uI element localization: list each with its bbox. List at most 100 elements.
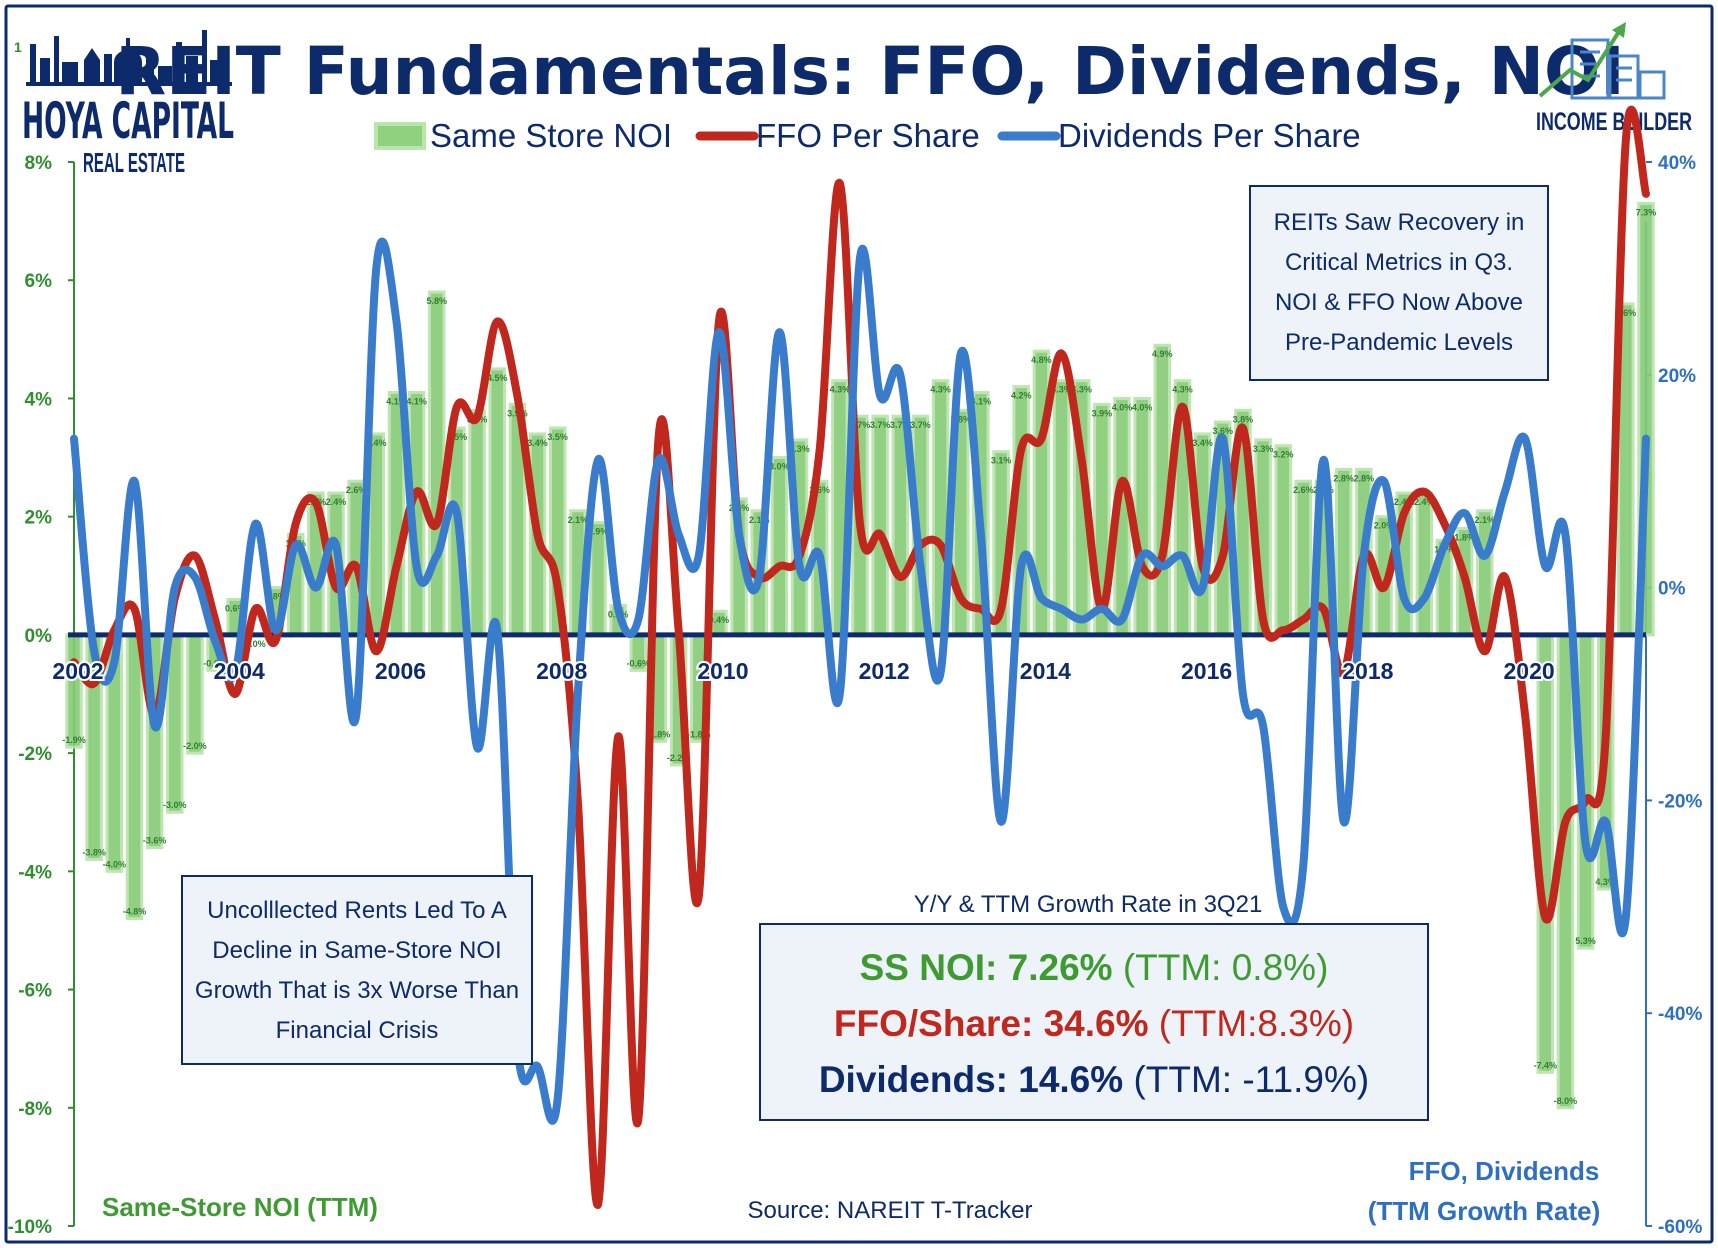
- x-tick-label: 2020: [1503, 658, 1554, 684]
- right-axis-title-line2: (TTM Growth Rate): [1368, 1196, 1601, 1226]
- source-note: Source: NAREIT T-Tracker: [748, 1197, 1033, 1224]
- noi-bar-data-label: 3.4%: [366, 438, 387, 448]
- right-axis-tick-label: -40%: [1658, 1004, 1702, 1025]
- noi-bar-data-label: -3.8%: [82, 848, 106, 858]
- dividends-per-share-line: [70, 237, 1650, 1125]
- noi-bar: [1334, 467, 1353, 637]
- noi-bar: [468, 408, 486, 637]
- right-axis-tick-label: -60%: [1658, 1217, 1702, 1238]
- logo-right-text: INCOME BUILDER: [1536, 108, 1692, 136]
- annotation-bottom-left-line: Uncolllected Rents Led To A: [207, 897, 507, 924]
- x-tick-label: 2018: [1342, 658, 1393, 684]
- noi-bar-data-label: 3.7%: [870, 420, 891, 430]
- noi-bar-data-label: 0.0%: [245, 639, 266, 649]
- legend-swatch-noi: [374, 122, 426, 150]
- noi-bar-data-label: 0.8%: [265, 592, 286, 602]
- legend-label-ffo: FFO Per Share: [756, 117, 980, 154]
- growth-noi-rest: (TTM: 0.8%): [1113, 947, 1329, 988]
- annotation-top-right-line: Pre-Pandemic Levels: [1285, 329, 1513, 356]
- noi-bar: [186, 633, 204, 755]
- noi-bar-data-label: -8.0%: [1554, 1096, 1578, 1106]
- ffo-per-share-line: [70, 105, 1650, 1209]
- growth-ffo-rest: (TTM:8.3%): [1149, 1003, 1355, 1044]
- x-tick-label: 2012: [859, 658, 910, 684]
- noi-bar-data-label: 3.0%: [769, 462, 790, 472]
- noi-bar-data-label: 3.7%: [850, 420, 871, 430]
- noi-bar-data-label: 4.3%: [1595, 877, 1616, 887]
- left-axis-title: Same-Store NOI (TTM): [102, 1192, 378, 1222]
- noi-bar-data-label: 3.3%: [1253, 444, 1274, 454]
- noi-bar-data-label: 2.8%: [1354, 473, 1375, 483]
- noi-bar-data-label: 0.6%: [225, 603, 246, 613]
- right-axis-tick-label: -20%: [1658, 791, 1702, 812]
- annotation-top-right: REITs Saw Recovery in Critical Metrics i…: [1249, 185, 1549, 381]
- noi-bar-data-label: 3.8%: [1233, 414, 1254, 424]
- noi-bar-data-label: 3.3%: [789, 444, 810, 454]
- noi-bar-data-label: 2.0%: [1374, 521, 1395, 531]
- left-axis-tick-label: -8%: [18, 1099, 52, 1120]
- growth-line-ffo: FFO/Share: 34.6% (TTM:8.3%): [834, 1003, 1354, 1044]
- noi-bar-data-label: 4.1%: [386, 397, 407, 407]
- annotation-top-right-box: [1249, 185, 1549, 381]
- noi-bar-data-label: 2.1%: [568, 515, 589, 525]
- x-tick-label: 2008: [536, 658, 587, 684]
- noi-bar-data-label: 4.3%: [930, 385, 951, 395]
- growth-arrow-icon: [1538, 28, 1622, 98]
- noi-bar-data-label: 3.2%: [1273, 450, 1294, 460]
- noi-bar: [589, 521, 607, 637]
- left-axis-tick-label: 2%: [25, 508, 53, 529]
- noi-bar-data-label: 4.3%: [830, 385, 851, 395]
- left-axis-tick-label: -6%: [18, 981, 52, 1002]
- left-axis-tick-label: 0%: [25, 626, 53, 647]
- left-axis-tick-label: -4%: [18, 862, 52, 883]
- noi-bar: [125, 633, 144, 921]
- left-axis-tick-label: 6%: [25, 271, 53, 292]
- noi-bar-data-label: 3.4%: [1192, 438, 1213, 448]
- noi-bar-data-label: -1.8%: [687, 729, 711, 739]
- left-axis-tick-label: -2%: [18, 744, 52, 765]
- noi-bar-data-label: 2.4%: [1414, 497, 1435, 507]
- noi-bar-data-label: -3.6%: [143, 836, 167, 846]
- right-axis-tick-label: 0%: [1658, 579, 1686, 600]
- noi-bar-data-label: 4.3%: [1051, 385, 1072, 395]
- noi-bar-data-label: 3.7%: [910, 420, 931, 430]
- noi-bar-data-label: 4.0%: [1112, 402, 1133, 412]
- skyline-icon: [26, 30, 232, 86]
- noi-bar: [1415, 491, 1434, 637]
- noi-bar-data-label: 3.5%: [547, 432, 568, 442]
- noi-bar-data-label: -1.8%: [647, 729, 671, 739]
- logo-left-line2: REAL ESTATE: [83, 147, 185, 178]
- logo-left-line1: HOYA CAPITAL: [22, 92, 234, 150]
- noi-bar-labels: -1.9% -3.8%-4.0% -4.8% -3.6% -3.0% -2.0% -0.6%…: [62, 207, 1656, 1105]
- right-axis-tick-label: 20%: [1658, 366, 1696, 387]
- noi-bar: [65, 633, 83, 749]
- noi-bar-data-label: 5.6%: [1616, 308, 1637, 318]
- noi-bar-data-label: 4.3%: [1071, 385, 1092, 395]
- series-lines: [70, 105, 1650, 1209]
- noi-bar: [871, 414, 889, 637]
- x-tick-label: 2010: [697, 658, 748, 684]
- hoya-capital-logo: 1 HOYA CAPITAL REAL ESTATE: [14, 30, 234, 178]
- noi-bar-data-label: 3.1%: [991, 456, 1012, 466]
- income-builder-logo: INCOME BUILDER: [1536, 22, 1692, 136]
- annotation-top-right-line: REITs Saw Recovery in: [1274, 209, 1525, 236]
- noi-bar-data-label: 2.6%: [809, 485, 830, 495]
- annotation-top-right-line: NOI & FFO Now Above: [1275, 289, 1523, 316]
- annotation-bottom-left-line: Decline in Same-Store NOI: [212, 937, 501, 964]
- noi-bar-data-label: 3.5%: [447, 432, 468, 442]
- left-axis-tick-label: -10%: [8, 1217, 52, 1238]
- noi-bar-data-label: 1.9%: [588, 527, 609, 537]
- growth-div-rest: (TTM: -11.9%): [1123, 1059, 1369, 1100]
- growth-line-dividends: Dividends: 14.6% (TTM: -11.9%): [819, 1059, 1369, 1100]
- x-tick-label: 2006: [375, 658, 426, 684]
- noi-bar: [428, 290, 446, 637]
- noi-bar-data-label: 5.8%: [427, 296, 448, 306]
- noi-bar-data-label: 3.9%: [1092, 408, 1113, 418]
- noi-bar-data-label: 4.1%: [971, 397, 992, 407]
- growth-summary: Y/Y & TTM Growth Rate in 3Q21 SS NOI: 7.…: [759, 891, 1429, 1121]
- annotation-bottom-left-box: [181, 875, 533, 1065]
- growth-box: [759, 923, 1429, 1121]
- noi-bar-data-label: 4.5%: [487, 373, 508, 383]
- noi-bar-data-label: 0.4%: [709, 615, 730, 625]
